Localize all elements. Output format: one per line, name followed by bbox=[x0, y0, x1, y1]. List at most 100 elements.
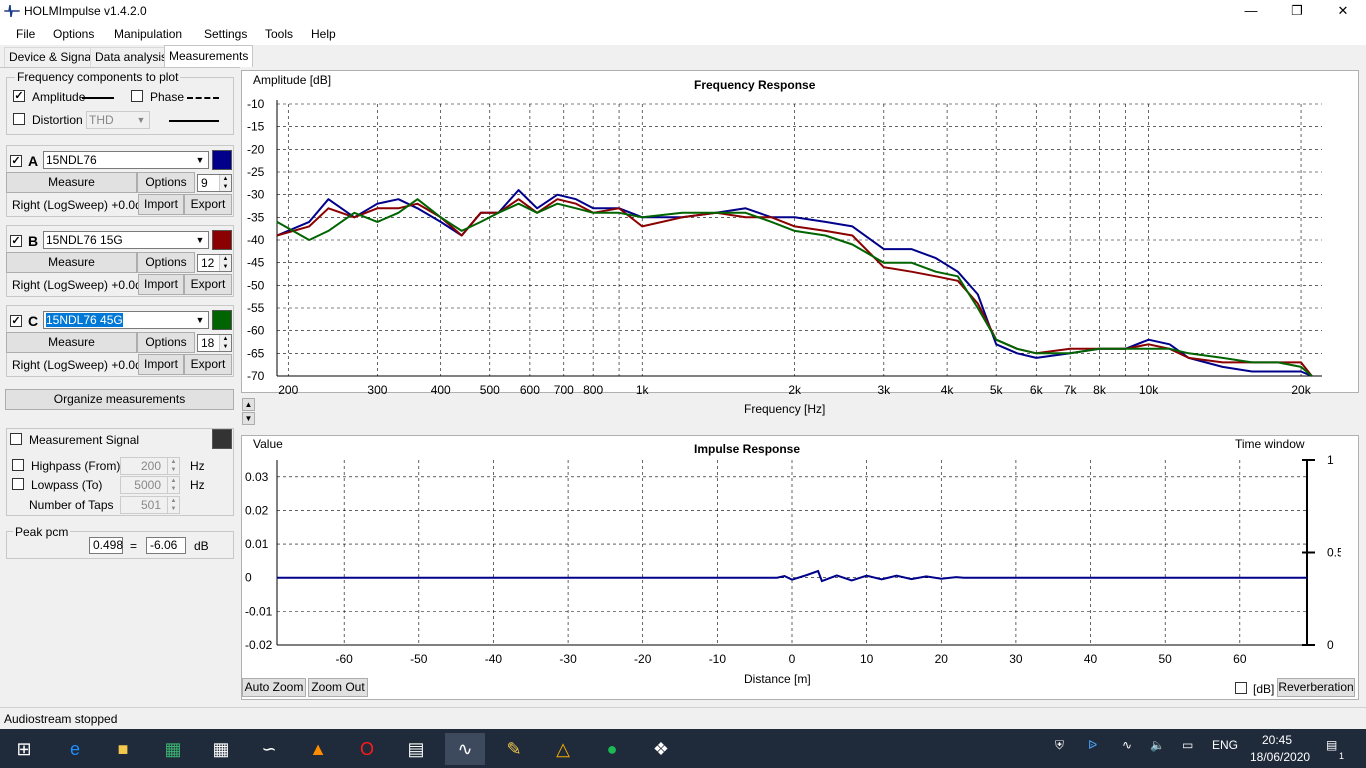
organize-measurements-button[interactable]: Organize measurements bbox=[5, 389, 234, 410]
auto-zoom-button[interactable]: Auto Zoom bbox=[242, 678, 306, 697]
measurement-b-checkbox[interactable]: ✓ bbox=[10, 235, 22, 247]
measurement-a-color-swatch[interactable] bbox=[212, 150, 232, 170]
notifications-icon[interactable]: ▤ bbox=[1326, 738, 1338, 752]
measurement-c-options-value: 18 bbox=[201, 336, 215, 350]
measurement-a-options-value: 9 bbox=[201, 176, 208, 190]
document-app-icon[interactable]: ▤ bbox=[407, 739, 425, 759]
spinner-arrows-icon[interactable]: ▲ ▼ bbox=[219, 335, 231, 351]
measurement-b-export-button[interactable]: Export bbox=[184, 274, 232, 295]
vlc-icon[interactable]: ▲ bbox=[309, 739, 327, 759]
measurement-signal-color-swatch[interactable] bbox=[212, 429, 232, 449]
series-line-2 bbox=[276, 198, 1313, 377]
restore-icon[interactable]: ❐ bbox=[1291, 3, 1303, 18]
impulse-response-chart[interactable]: 0.03 0.02 0.01 0 -0.01 -0.02 -60 -50 -40 -30 -20 -1… bbox=[241, 450, 1341, 675]
spinner-arrows-icon[interactable]: ▲ ▼ bbox=[219, 175, 231, 191]
taps-input[interactable]: 501 ▲ ▼ bbox=[120, 496, 180, 514]
holmimpulse-taskbar-icon[interactable]: ∿ bbox=[445, 733, 485, 765]
distortion-checkbox[interactable] bbox=[13, 113, 25, 125]
time-window-label: 1 bbox=[1327, 453, 1334, 467]
measurement-a-info: Right (LogSweep) +0.0dB bbox=[12, 198, 150, 212]
close-icon[interactable]: ✕ bbox=[1337, 3, 1349, 18]
measurement-a-checkbox[interactable]: ✓ bbox=[10, 155, 22, 167]
edge-browser-icon[interactable]: e bbox=[69, 739, 80, 759]
windows-start-icon[interactable]: ⊞ bbox=[16, 739, 32, 759]
tab-device-signal[interactable]: Device & Signal bbox=[4, 47, 99, 67]
menu-help[interactable]: Help bbox=[311, 27, 336, 41]
measurement-a-options-spinner[interactable]: 9 ▲ ▼ bbox=[197, 174, 232, 192]
app-tile-icon[interactable]: ▦ bbox=[164, 739, 182, 759]
wifi-icon[interactable]: ∿ bbox=[1122, 738, 1133, 752]
x-tick-label: -30 bbox=[559, 652, 577, 666]
tab-measurements[interactable]: Measurements bbox=[164, 45, 254, 67]
minimize-icon[interactable]: — bbox=[1244, 3, 1258, 18]
language-indicator[interactable]: ENG bbox=[1212, 738, 1239, 752]
opera-icon[interactable]: O bbox=[359, 739, 374, 759]
spotify-icon[interactable]: ● bbox=[606, 739, 618, 759]
lowpass-input[interactable]: 5000 ▲ ▼ bbox=[120, 476, 180, 494]
triangle-app-icon[interactable]: △ bbox=[556, 739, 570, 759]
measurement-a-measure-button[interactable]: Measure bbox=[6, 172, 137, 193]
zoom-out-button[interactable]: Zoom Out bbox=[308, 678, 368, 697]
calculator-icon[interactable]: ▦ bbox=[212, 739, 230, 759]
amplitude-checkbox[interactable]: ✓ bbox=[13, 90, 25, 102]
measurement-c-color-swatch[interactable] bbox=[212, 310, 232, 330]
time-window-label: 0 bbox=[1327, 638, 1334, 652]
impulse-xlabel: Distance [m] bbox=[744, 672, 811, 686]
measurement-b-import-button[interactable]: Import bbox=[138, 274, 184, 295]
x-tick-label: 0 bbox=[789, 652, 796, 666]
measurement-c-name-select[interactable]: 15NDL76 45G ▼ bbox=[43, 311, 209, 329]
file-explorer-icon[interactable]: ■ bbox=[117, 739, 129, 759]
paint-icon[interactable]: ❖ bbox=[652, 739, 670, 759]
spinner-arrows-icon[interactable]: ▲ ▼ bbox=[219, 255, 231, 271]
measurement-b-options-spinner[interactable]: 12 ▲ ▼ bbox=[197, 254, 232, 272]
spinner-arrows-icon[interactable]: ▲ ▼ bbox=[167, 458, 179, 474]
measurement-c-export-button[interactable]: Export bbox=[184, 354, 232, 375]
frequency-response-chart[interactable]: -10 -15 -20 -25 -30 -35 -40 -45 -50 -55 -60 -65 -70 2… bbox=[241, 90, 1341, 420]
tab-data-analysis[interactable]: Data analysis bbox=[90, 47, 173, 67]
measurement-c-checkbox[interactable]: ✓ bbox=[10, 315, 22, 327]
y-tick-label: -60 bbox=[247, 324, 265, 338]
reverberation-button[interactable]: Reverberation bbox=[1277, 678, 1355, 697]
splitter-up-icon[interactable]: ▲ bbox=[242, 398, 255, 411]
menu-tools[interactable]: Tools bbox=[265, 27, 294, 41]
measurement-b-options-button[interactable]: Options bbox=[137, 252, 195, 273]
measurement-a-import-button[interactable]: Import bbox=[138, 194, 184, 215]
title-bar: HOLMImpulse v1.4.2.0 — ❐ ✕ bbox=[0, 0, 1366, 23]
spinner-arrows-icon[interactable]: ▲ ▼ bbox=[167, 477, 179, 493]
measurement-c-options-spinner[interactable]: 18 ▲ ▼ bbox=[197, 334, 232, 352]
measurement-c-options-button[interactable]: Options bbox=[137, 332, 195, 353]
highpass-checkbox[interactable] bbox=[12, 459, 24, 471]
menu-options[interactable]: Options bbox=[53, 27, 95, 41]
spinner-arrows-icon[interactable]: ▲ ▼ bbox=[167, 497, 179, 513]
audio-tool-icon[interactable]: ∽ bbox=[261, 739, 277, 759]
volume-icon[interactable]: 🔈 bbox=[1150, 738, 1165, 752]
clock-date[interactable]: 18/06/2020 bbox=[1250, 750, 1311, 764]
distortion-type-select[interactable]: THD ▼ bbox=[86, 111, 150, 129]
measurement-a-export-button[interactable]: Export bbox=[184, 194, 232, 215]
measurement-c-import-button[interactable]: Import bbox=[138, 354, 184, 375]
highpass-input[interactable]: 200 ▲ ▼ bbox=[120, 457, 180, 475]
defender-icon[interactable]: ⛨ bbox=[1055, 738, 1065, 752]
frequency-components-legend: Frequency components to plot bbox=[15, 70, 181, 84]
splitter-down-icon[interactable]: ▼ bbox=[242, 412, 255, 425]
pen-tool-icon[interactable]: ✎ bbox=[506, 739, 522, 759]
measurement-a-options-button[interactable]: Options bbox=[137, 172, 195, 193]
measurement-b-name-select[interactable]: 15NDL76 15G ▼ bbox=[43, 231, 209, 249]
x-tick-label: 50 bbox=[1159, 652, 1173, 666]
y-tick-label: -30 bbox=[247, 188, 265, 202]
menu-file[interactable]: File bbox=[16, 27, 36, 41]
menu-manipulation[interactable]: Manipulation bbox=[114, 27, 183, 41]
lowpass-checkbox[interactable] bbox=[12, 478, 24, 490]
measurement-b-measure-button[interactable]: Measure bbox=[6, 252, 137, 273]
chevron-down-icon: ▼ bbox=[192, 152, 208, 168]
measurement-a-name-select[interactable]: 15NDL76 ▼ bbox=[43, 151, 209, 169]
measurement-c-measure-button[interactable]: Measure bbox=[6, 332, 137, 353]
bluetooth-icon[interactable]: ᐉ bbox=[1088, 738, 1098, 752]
measurement-b-color-swatch[interactable] bbox=[212, 230, 232, 250]
impulse-db-checkbox[interactable] bbox=[1235, 682, 1247, 694]
phase-checkbox[interactable] bbox=[131, 90, 143, 102]
clock-time[interactable]: 20:45 bbox=[1262, 733, 1293, 747]
menu-settings[interactable]: Settings bbox=[204, 27, 248, 41]
battery-icon[interactable]: ▭ bbox=[1182, 738, 1194, 752]
measurement-signal-checkbox[interactable] bbox=[10, 433, 22, 445]
